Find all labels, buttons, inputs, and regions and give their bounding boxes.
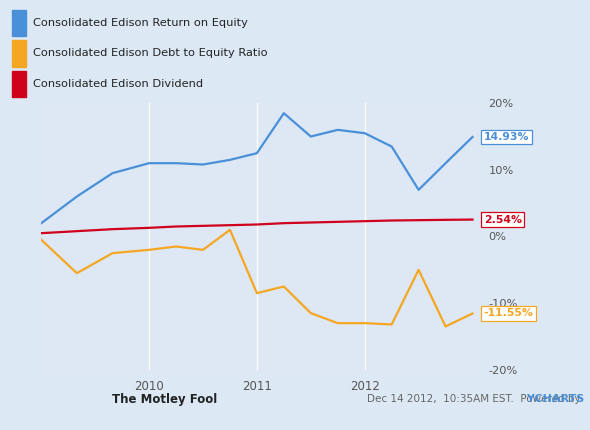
Text: YCHARTS: YCHARTS [306,394,584,404]
Bar [12,10,26,37]
Bar [12,40,26,67]
Text: 2.54%: 2.54% [484,215,522,224]
Text: -11.55%: -11.55% [484,308,534,319]
Bar [12,71,26,97]
Text: Dec 14 2012,  10:35AM EST.  Powered by: Dec 14 2012, 10:35AM EST. Powered by [367,394,584,404]
Text: Consolidated Edison Return on Equity: Consolidated Edison Return on Equity [33,18,248,28]
Text: Consolidated Edison Dividend: Consolidated Edison Dividend [33,79,203,89]
Text: The Motley Fool: The Motley Fool [112,393,217,406]
Text: Consolidated Edison Debt to Equity Ratio: Consolidated Edison Debt to Equity Ratio [33,49,268,58]
Text: 14.93%: 14.93% [484,132,529,142]
